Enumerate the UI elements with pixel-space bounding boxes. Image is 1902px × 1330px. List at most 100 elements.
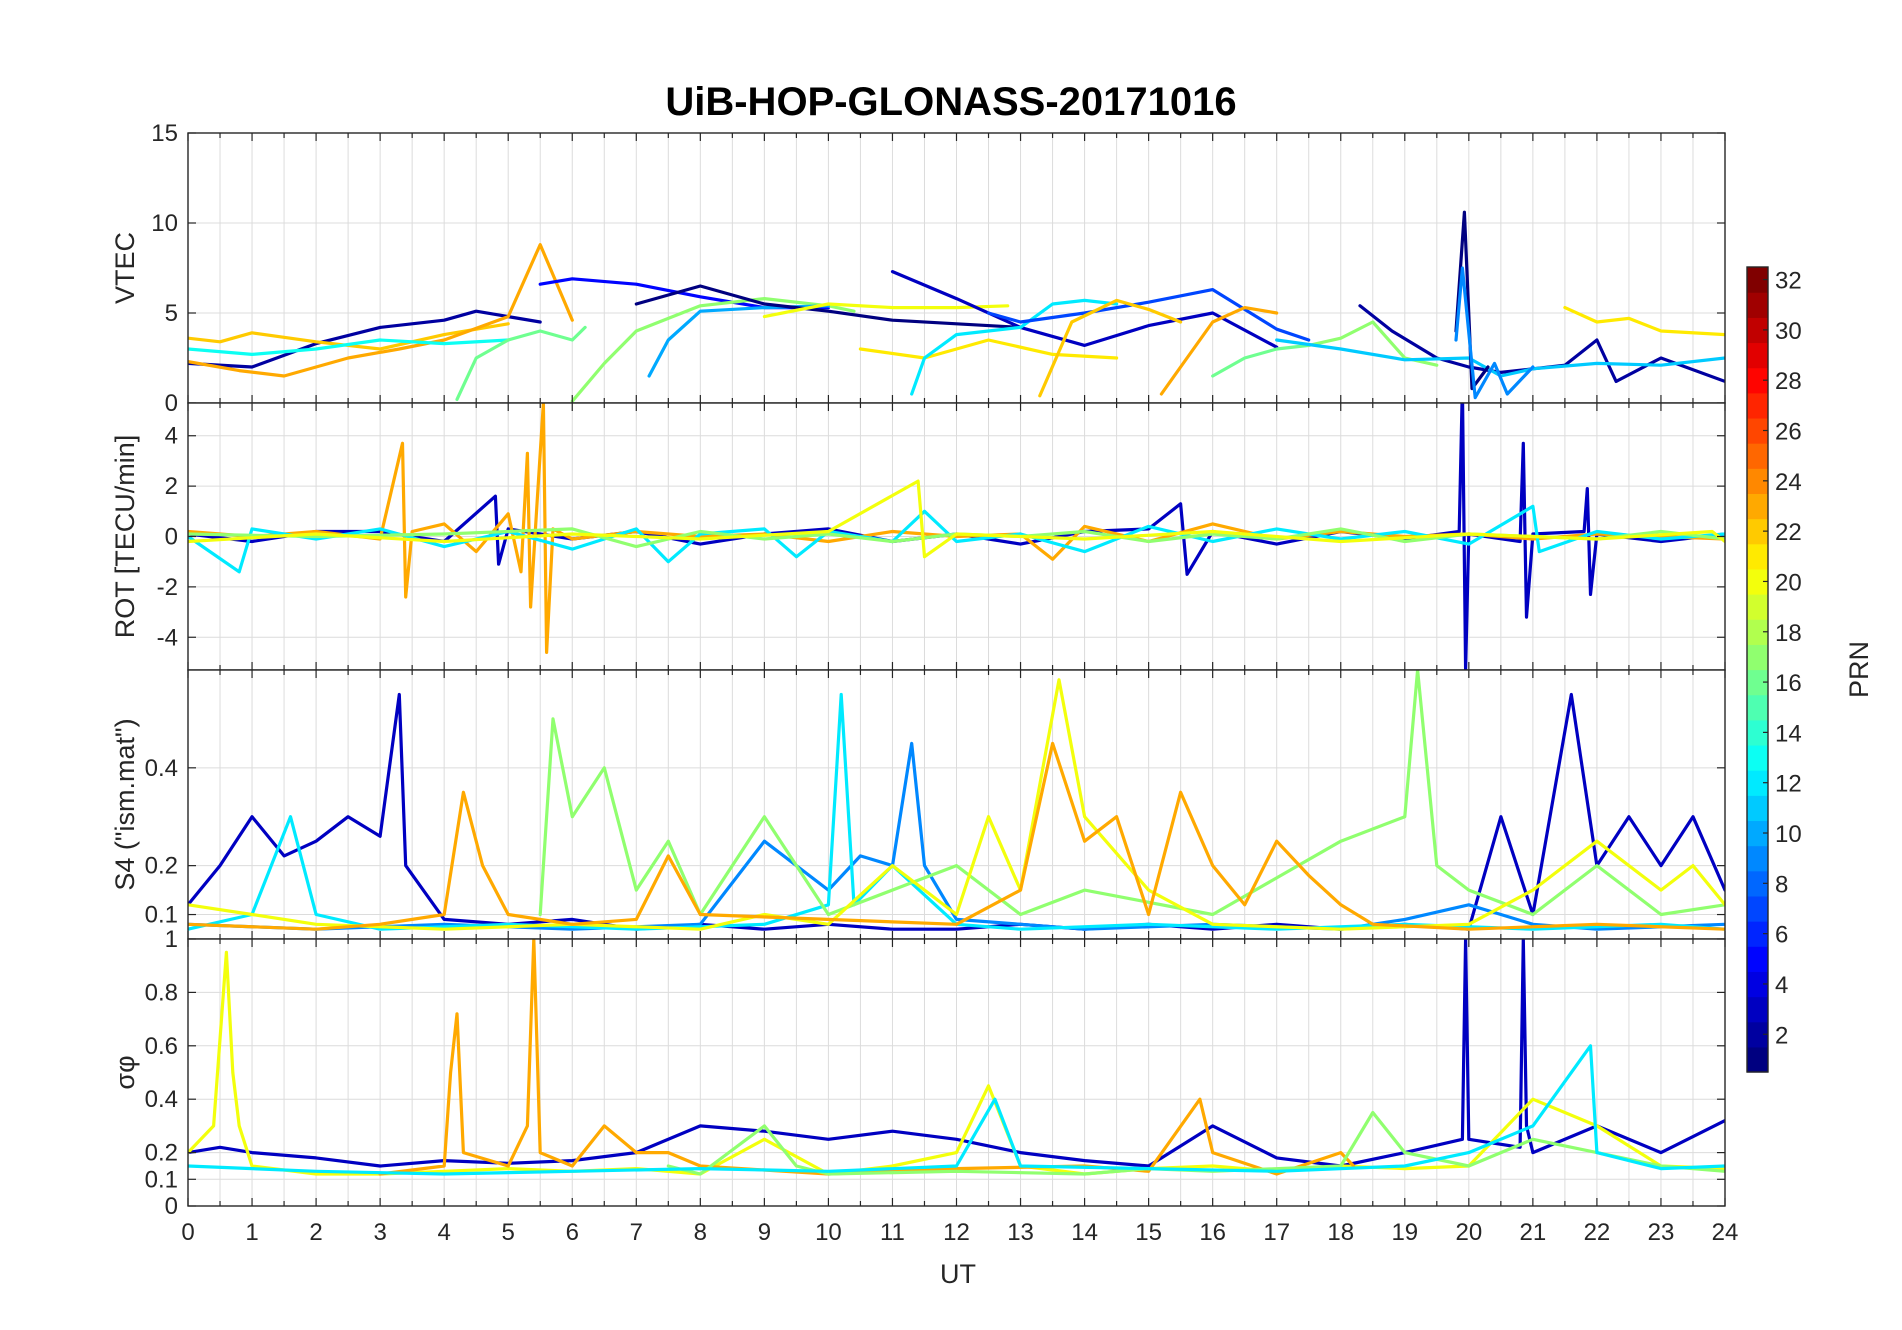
colorbar-tick-label: 4 (1775, 972, 1788, 999)
colorbar-band (1747, 719, 1768, 746)
colorbar-tick-label: 20 (1775, 569, 1802, 596)
colorbar-band (1747, 845, 1768, 872)
y-tick-label: 0.2 (145, 1140, 178, 1167)
x-tick-label: 5 (502, 1219, 515, 1246)
x-tick-label: 6 (566, 1219, 579, 1246)
y-tick-label: 0.8 (145, 979, 178, 1006)
colorbar-tick-label: 6 (1775, 922, 1788, 949)
panel-vtec: 0 5 10 15 VTEC (110, 120, 1726, 417)
series-line-prn-22 (1038, 298, 1183, 398)
colorbar-band (1747, 669, 1768, 696)
series-line-prn-9 (1454, 266, 1535, 400)
colorbar-tick-label: 28 (1775, 368, 1802, 395)
series-line-prn-2 (188, 309, 542, 369)
colorbar-band (1747, 694, 1768, 721)
x-tick-label: 20 (1455, 1219, 1482, 1246)
y-tick-label: 0.6 (145, 1033, 178, 1060)
series-line-prn-21 (858, 338, 1119, 360)
colorbar-band (1747, 417, 1768, 444)
x-axis-label: UT (940, 1259, 976, 1289)
colorbar-tick-label: 24 (1775, 469, 1802, 496)
series-line-prn-23 (378, 939, 1356, 1176)
panel-rot: -4 -2 0 2 4 ROT [TECU/min] (110, 402, 1726, 671)
colorbar-band (1747, 543, 1768, 570)
x-tick-label: 13 (1007, 1219, 1034, 1246)
y-tick-label: -2 (157, 574, 178, 601)
series-line-prn-16 (455, 325, 587, 401)
series-line-prn-12 (188, 1044, 1725, 1176)
y-axis-label: σφ (110, 1055, 140, 1089)
x-tick-label: 4 (437, 1219, 450, 1246)
traces-vtec (188, 210, 1725, 403)
x-tick-label: 23 (1648, 1219, 1675, 1246)
colorbar-tick-label: 26 (1775, 419, 1802, 446)
y-tick-label: 0.4 (145, 1086, 178, 1113)
colorbar-band (1747, 996, 1768, 1023)
y-axis-label: S4 ("ism.mat") (110, 718, 140, 890)
x-tick-label: 8 (694, 1219, 707, 1246)
colorbar-band (1747, 870, 1768, 897)
y-tick-label: 0.4 (145, 755, 178, 782)
colorbar-tick-label: 2 (1775, 1022, 1788, 1049)
x-tick-label: 16 (1199, 1219, 1226, 1246)
colorbar-tick-label: 16 (1775, 670, 1802, 697)
colorbar-band (1747, 1046, 1768, 1073)
x-tick-label: 11 (880, 1219, 905, 1246)
x-tick-label: 7 (630, 1219, 643, 1246)
x-tick-label: 21 (1520, 1219, 1547, 1246)
series-line-prn-13 (188, 338, 510, 356)
x-tick-label: 14 (1071, 1219, 1098, 1246)
colorbar-label: PRN (1844, 641, 1874, 698)
colorbar-band (1747, 770, 1768, 796)
y-tick-label: 10 (151, 210, 178, 237)
panel-s4: 0.1 0.2 0.4S4 ("ism.mat") (110, 669, 1726, 940)
x-tick-label: 2 (309, 1219, 322, 1246)
colorbar-band (1747, 895, 1768, 922)
series-line-prn-23 (1159, 306, 1279, 396)
colorbar-band (1747, 518, 1768, 545)
traces-rot (188, 403, 1725, 670)
series-line-prn-3 (188, 403, 1725, 670)
y-tick-label: 15 (151, 120, 178, 147)
x-tick-label: 22 (1584, 1219, 1611, 1246)
series-line-prn-22 (188, 322, 510, 351)
x-tick-label: 12 (943, 1219, 970, 1246)
y-tick-label: 4 (165, 423, 178, 450)
series-line-prn-23 (188, 741, 1725, 931)
colorbar-band (1747, 443, 1768, 469)
series-line-prn-20 (188, 479, 1725, 559)
colorbar-band (1747, 644, 1768, 671)
y-tick-label: 0.1 (145, 1166, 178, 1193)
series-line-prn-1 (1454, 210, 1490, 391)
colorbar-band (1747, 468, 1768, 495)
series-line-prn-23 (188, 403, 1725, 654)
series-line-prn-1 (634, 284, 1023, 329)
y-axis-label: VTEC (110, 232, 140, 304)
colorbar-band (1747, 795, 1768, 822)
colorbar-tick-label: 30 (1775, 318, 1802, 345)
y-tick-label: 5 (165, 300, 178, 327)
colorbar-tick-label: 8 (1775, 871, 1788, 898)
colorbar-tick-label: 10 (1775, 821, 1802, 848)
series-line-prn-3 (188, 692, 1725, 931)
colorbar-band (1747, 594, 1768, 620)
y-tick-label: 0.1 (145, 902, 178, 929)
series-line-prn-21 (1563, 306, 1725, 337)
panel-sigma_phi: 00.10.2 0.4 0.6 0.8 1 σφ (110, 926, 1726, 1220)
colorbar-band (1747, 292, 1768, 318)
series-line-prn-17 (538, 670, 1725, 917)
y-tick-label: 2 (165, 473, 178, 500)
colorbar-band (1747, 1021, 1768, 1048)
y-tick-label: 1 (165, 926, 178, 953)
x-tick-label: 3 (373, 1219, 386, 1246)
series-line-prn-12 (188, 504, 1725, 574)
colorbar-band (1747, 820, 1768, 847)
series-line-prn-7 (986, 288, 1311, 342)
colorbar-tick-label: 18 (1775, 620, 1802, 647)
colorbar-band (1747, 267, 1768, 293)
x-tick-label: 19 (1391, 1219, 1418, 1246)
colorbar-band (1747, 971, 1768, 998)
